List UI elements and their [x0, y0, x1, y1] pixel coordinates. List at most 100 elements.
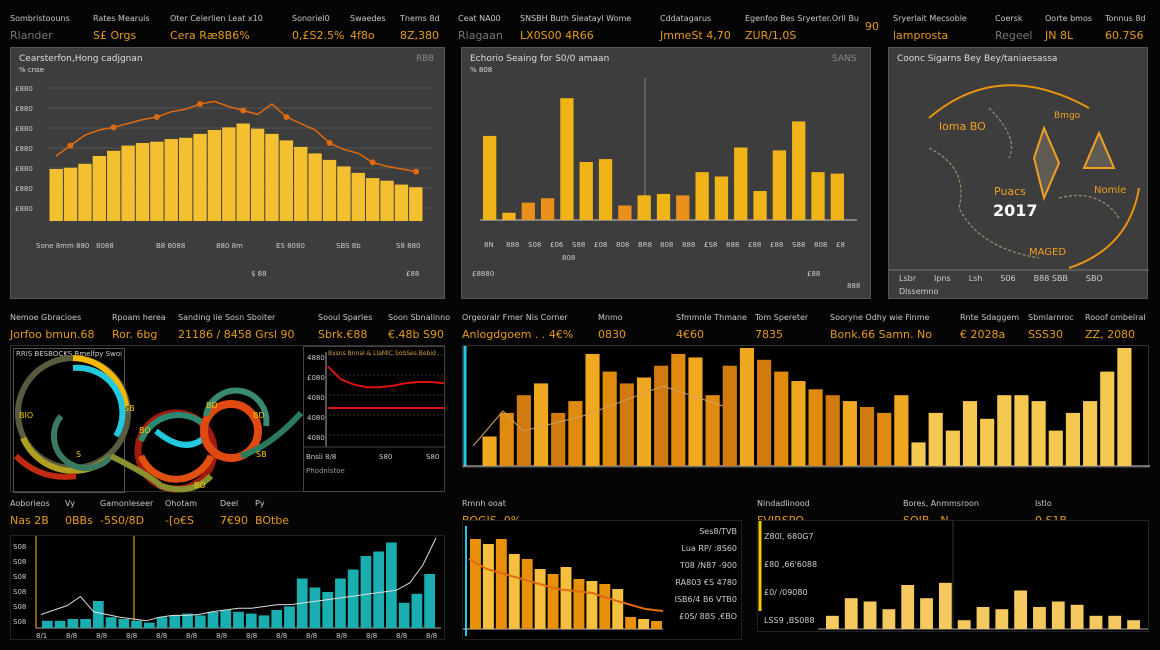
- bar: [1031, 401, 1046, 466]
- bar-label: £0S/ 8BS ,€BO: [679, 612, 737, 621]
- bar: [118, 619, 130, 628]
- ring-arc: [137, 454, 215, 483]
- x-tick-label: 8/8: [366, 632, 377, 640]
- map-footer-label: Lsh: [968, 274, 983, 283]
- kpi-label: Vy: [65, 499, 75, 508]
- kpi-card: Egenfoo Bes Sryerter.Orll Bu ZUR/1,0S: [745, 14, 859, 42]
- map-arc: [1068, 187, 1140, 269]
- bar: [753, 191, 767, 220]
- bar: [121, 145, 135, 221]
- footer-label: £88: [807, 270, 820, 278]
- kpi-label: Sooul Sparles: [318, 313, 373, 322]
- kpi-value: Rlagaan: [458, 29, 503, 42]
- bar: [1048, 430, 1063, 466]
- panel-corner-label: RB8: [416, 54, 435, 64]
- bar: [322, 159, 337, 221]
- map-footer-label: Ipns: [934, 274, 951, 283]
- bar: [585, 353, 600, 466]
- bar: [598, 159, 613, 220]
- y-tick-label: £880: [15, 185, 33, 193]
- big-bar-chart-panel: [462, 345, 1150, 468]
- x-tick-label: S8 880: [396, 242, 420, 250]
- kpi-card: Sanding lie Sosn Sboiter 21186 / 8458 Grs…: [178, 313, 295, 341]
- red-line-chart: 4880 £080 4080 4080 4080: [304, 352, 446, 448]
- data-point: [283, 114, 290, 120]
- x-tick-label: B8 8088: [156, 242, 185, 250]
- kpi-value: 21186 / 8458 Grsl 90: [178, 328, 295, 341]
- bar: [772, 150, 787, 220]
- footer-label: £88: [406, 270, 419, 278]
- bar: [638, 619, 650, 629]
- y-tick-label: 4880: [307, 354, 325, 362]
- kpi-label: Nemoe Gbracioes: [10, 313, 82, 322]
- map-footer-label: SBO: [1085, 274, 1103, 283]
- bar: [579, 162, 593, 220]
- bar: [734, 147, 748, 220]
- bar: [398, 602, 410, 628]
- kpi-value: SSS30: [1028, 328, 1063, 341]
- kpi-value: 60.7S6: [1105, 29, 1144, 42]
- kpi-card: Oter Celerlien Leat x10 Cera Ræ8B6%: [170, 14, 263, 42]
- kpi-value: Rlander: [10, 29, 53, 42]
- bar: [411, 593, 423, 628]
- kpi-card: Rpoam herea Ror. 6bg: [112, 313, 166, 341]
- bar: [178, 137, 193, 221]
- panel-yellow-bars: Cearsterfon,Hong cadjgnan % cnse RB8 £88…: [10, 47, 445, 299]
- kpi-card: Sombristoouns Rlander: [10, 14, 70, 42]
- kpi-card: Mnmo 0830: [598, 313, 626, 341]
- orange-bar-labels: Ses8/TVB Lua RP/ :8S60 T08 /N87 -900 RA803 …: [675, 523, 737, 625]
- bar: [182, 613, 193, 628]
- bar: [107, 150, 121, 221]
- bar: [980, 418, 995, 466]
- bar: [502, 212, 516, 220]
- bar-label: Ses8/TVB: [699, 527, 737, 536]
- teal-bar-chart: S08 S08 S08 S08 S08 S08 8/1 8/8 8/8 8/8 8/8 8/8 8/8 8…: [13, 536, 441, 640]
- bar: [656, 193, 671, 220]
- panel-title: Cearsterfon,Hong cadjgnan: [19, 54, 143, 64]
- footer-label: S80: [379, 453, 393, 461]
- kpi-card: Coersk Regeel: [995, 14, 1033, 42]
- data-point: [326, 140, 333, 146]
- bar: [250, 128, 265, 221]
- y-tick-label: S08: [13, 558, 26, 566]
- kpi-label: Mnmo: [598, 313, 623, 322]
- bar: [265, 133, 279, 221]
- kpi-card: Rates Mearuis S£ Orgs: [93, 14, 150, 42]
- kpi-label: Bores, Anmmsroon: [903, 499, 979, 508]
- bar: [1014, 590, 1028, 629]
- yellow-bar-labels: Z80l, 680G7 £80 ,66'6088 £0/ /09080 LSS9 ,B…: [764, 523, 817, 635]
- x-tick-label: 8/8: [276, 632, 287, 640]
- bar: [483, 135, 497, 220]
- x-tick-label: S88: [572, 241, 585, 249]
- kpi-value: 0,£S2.5%: [292, 29, 345, 42]
- bar-chart: 8N 888 S08 £06 S88 £08 808 BR8 808 888 £S8 888 £88 £8…: [472, 78, 860, 290]
- map-diamond-marker: [1032, 125, 1061, 202]
- bar: [373, 551, 385, 628]
- teal-bar-panel: S08 S08 S08 S08 S08 S08 8/1 8/8 8/8 8/8 8/8 8/8 8/8 8…: [10, 535, 445, 640]
- ring-label: BD: [206, 401, 218, 410]
- bar: [894, 395, 909, 466]
- bar-label: £0/ /09080: [764, 588, 808, 597]
- trend-line: [472, 385, 724, 447]
- x-tick-label: 8/8: [396, 632, 407, 640]
- bar: [42, 620, 53, 628]
- bar: [671, 353, 686, 466]
- map-label: Bmgo: [1054, 111, 1081, 121]
- bar-label: £80 ,66'6088: [764, 560, 818, 569]
- bar: [394, 184, 409, 221]
- bar: [1127, 620, 1140, 629]
- bar-line-chart: £880 £880 £880 £880 £880 £880 £880 Sone 8mm 880…: [15, 85, 431, 278]
- kpi-value: Cera Ræ8B6%: [170, 29, 250, 42]
- bar: [233, 611, 244, 628]
- bar: [207, 611, 219, 628]
- bar: [997, 395, 1012, 466]
- kpi-card: Sonoriel0 0,£S2.5%: [292, 14, 344, 42]
- y-tick-label: S08: [13, 543, 26, 551]
- x-tick-label: £88: [748, 241, 761, 249]
- x-tick-label: 808: [660, 241, 673, 249]
- x-tick-label: £8: [836, 241, 845, 249]
- kpi-label: Rooof ombelral: [1085, 313, 1146, 322]
- bar: [495, 539, 507, 629]
- x-tick-label: £06: [550, 241, 564, 249]
- bar: [842, 401, 857, 466]
